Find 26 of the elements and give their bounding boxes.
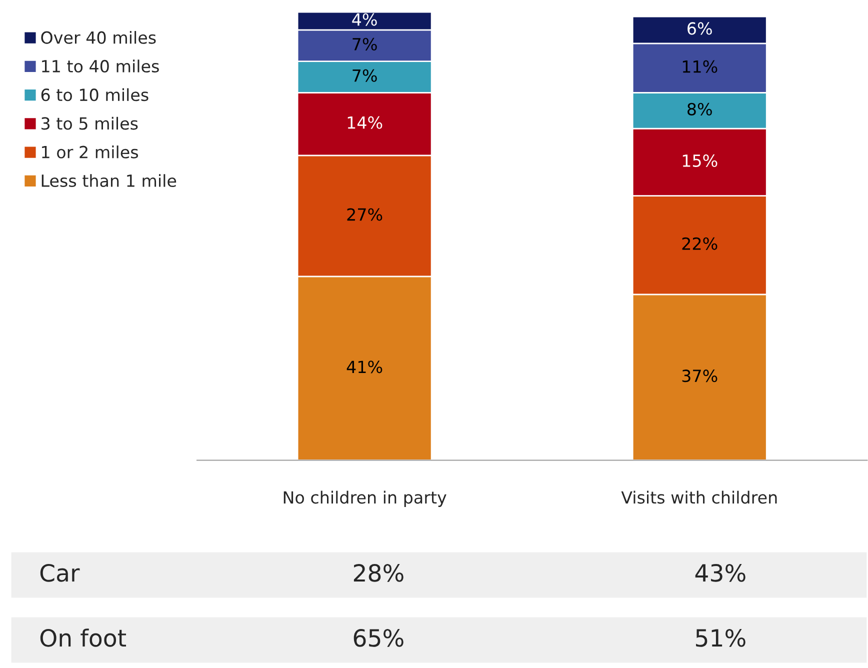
data-label: 7% xyxy=(352,38,377,50)
data-label: 11% xyxy=(682,60,718,73)
data-label: 14% xyxy=(348,116,382,129)
data-label: 6% xyxy=(688,22,712,35)
data-label: 27% xyxy=(347,208,382,221)
legend-label: Less than 1 mile xyxy=(42,174,176,188)
legend-label: 1 or 2 miles xyxy=(42,146,138,158)
legend-label: Over 40 miles xyxy=(41,30,156,44)
legend-label: 6 to 10 miles xyxy=(41,88,148,102)
data-label: 41% xyxy=(346,360,382,374)
text: 43% xyxy=(695,564,746,582)
data-label: 22% xyxy=(682,237,718,250)
legend-label: 11 to 40 miles xyxy=(42,60,159,73)
text: On foot xyxy=(40,628,126,647)
text: 51% xyxy=(696,628,746,647)
data-label: 37% xyxy=(682,370,718,382)
data-label: 15% xyxy=(682,154,718,168)
data-label: 4% xyxy=(352,13,377,26)
legend-label: 3 to 5 miles xyxy=(42,116,138,130)
data-label: 8% xyxy=(688,102,712,116)
x-tick-label: No children in party xyxy=(284,490,446,507)
x-tick-label: Visits with children xyxy=(621,490,777,504)
text: 65% xyxy=(354,628,404,647)
text: 28% xyxy=(354,564,404,582)
text: Car xyxy=(40,564,80,582)
data-label: 7% xyxy=(352,69,377,82)
